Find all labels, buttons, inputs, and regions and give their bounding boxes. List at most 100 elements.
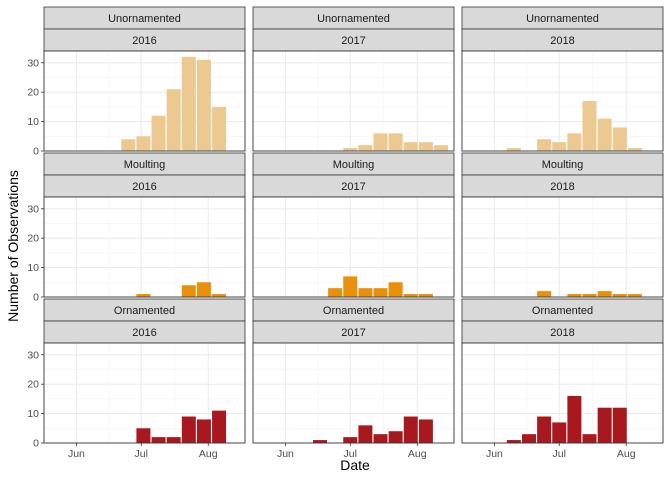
bar (537, 291, 552, 297)
panel-background (44, 343, 245, 443)
y-tick-label: 30 (27, 57, 39, 69)
bar (151, 115, 166, 151)
bar (582, 101, 597, 151)
bar (612, 127, 627, 151)
strip-year-label: 2016 (132, 327, 156, 339)
bar (212, 106, 227, 151)
bar (627, 294, 642, 297)
bar (403, 142, 418, 151)
bar (181, 56, 196, 151)
bar (567, 294, 582, 297)
facet-unornamented-2018: Unornamented 2018 (461, 6, 664, 152)
panel-border (252, 196, 455, 298)
bar (181, 416, 196, 443)
bar (196, 59, 211, 151)
bar (373, 288, 388, 297)
y-tick-label: 30 (27, 349, 39, 361)
strip-year-label: 2018 (550, 35, 574, 47)
bar (136, 294, 151, 297)
y-tick-label: 10 (27, 116, 39, 128)
facet-ornamented-2016: Ornamented 2016 (43, 298, 246, 444)
bar (403, 416, 418, 443)
facet-moulting-2017: Moulting 2017 (252, 152, 455, 298)
bar (212, 410, 227, 443)
x-tick-label: Jul (344, 448, 357, 460)
strip-year-label: 2017 (341, 327, 365, 339)
panel-border (461, 342, 664, 444)
x-tick-label: Jul (553, 448, 566, 460)
bar (166, 437, 181, 443)
y-tick-label: 0 (33, 292, 39, 304)
bar (212, 294, 227, 297)
y-tick-label: 0 (33, 438, 39, 450)
x-tick-label: Aug (408, 448, 427, 460)
bar (597, 407, 612, 443)
bar (136, 136, 151, 151)
bar (196, 419, 211, 443)
bar (358, 288, 373, 297)
panel-background (44, 197, 245, 297)
bar (343, 276, 358, 297)
bar (552, 142, 567, 151)
strip-year-label: 2017 (341, 35, 365, 47)
bar (388, 282, 403, 297)
strip-year-label: 2016 (132, 181, 156, 193)
bar (522, 434, 536, 443)
bar (136, 428, 151, 443)
bar (358, 145, 373, 151)
y-tick-label: 20 (27, 233, 39, 245)
bar (627, 148, 642, 151)
panel-border (461, 196, 664, 298)
bar (358, 425, 373, 443)
y-tick-label: 20 (27, 87, 39, 99)
x-axis-title: Date (340, 457, 370, 473)
bar (121, 139, 136, 151)
bar (373, 133, 388, 151)
bar (418, 419, 433, 443)
strip-group-label: Moulting (333, 159, 375, 171)
y-tick-label: 30 (27, 203, 39, 215)
y-tick-label: 0 (33, 146, 39, 158)
bar (313, 440, 327, 443)
bar (612, 407, 627, 443)
bar (597, 291, 612, 297)
facet-panels: Unornamented 2016 Unornamented 2017 Unorname… (43, 6, 664, 444)
x-tick-label: Aug (199, 448, 218, 460)
panel-border (252, 342, 455, 444)
strip-group-label: Unornamented (317, 13, 390, 25)
strip-year-label: 2018 (550, 181, 574, 193)
strip-group-label: Moulting (124, 159, 166, 171)
bar (196, 282, 211, 297)
bar (418, 294, 433, 297)
panel-background (462, 197, 663, 297)
bar (506, 148, 521, 151)
bar (612, 294, 627, 297)
y-tick-label: 20 (27, 379, 39, 391)
strip-group-label: Moulting (542, 159, 584, 171)
bar (181, 285, 196, 297)
bar (388, 431, 403, 443)
bar (567, 395, 582, 443)
facet-ornamented-2017: Ornamented 2017 (252, 298, 455, 444)
bar (403, 294, 418, 297)
y-tick-label: 10 (27, 262, 39, 274)
y-tick-label: 10 (27, 408, 39, 420)
bar (166, 89, 181, 151)
x-tick-label: Jun (68, 448, 85, 460)
bar (582, 434, 597, 443)
x-tick-label: Jun (277, 448, 294, 460)
facet-moulting-2016: Moulting 2016 (43, 152, 246, 298)
facet-ornamented-2018: Ornamented 2018 (461, 298, 664, 444)
strip-group-label: Unornamented (108, 13, 181, 25)
bar (343, 148, 358, 151)
x-tick-label: Jun (486, 448, 503, 460)
panel-border (461, 50, 664, 152)
y-axis-ticks: 0 10 20 30 0 10 20 30 0 10 20 30 (27, 57, 44, 450)
bar (343, 437, 358, 443)
bar (373, 434, 388, 443)
bar (506, 440, 521, 443)
bar (537, 416, 552, 443)
strip-year-label: 2018 (550, 327, 574, 339)
x-axis-ticks: Jun Jul Aug Jun Jul Aug Jun Jul Aug (68, 443, 636, 460)
